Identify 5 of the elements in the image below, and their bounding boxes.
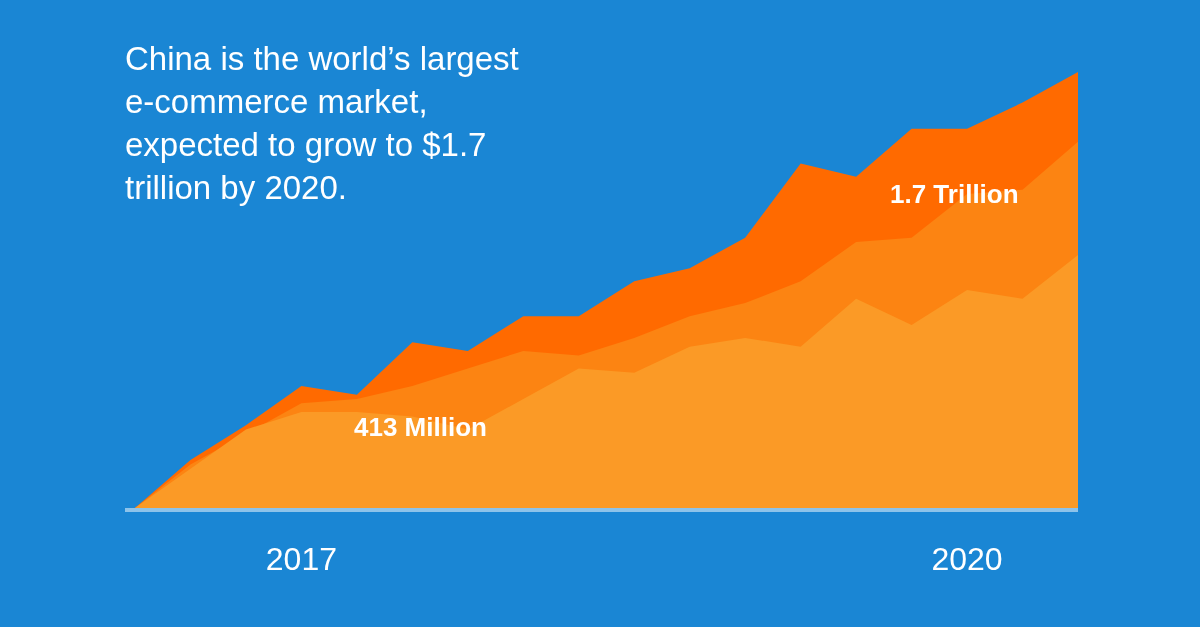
text: China is the world’s largest e-commerce market, expected to grow to $1.7 trillion by 2020. <box>125 40 519 206</box>
x-tick-label: 2020 <box>931 541 1003 578</box>
annotation: 413 Million <box>354 412 487 442</box>
annotation: 1.7 Trillion <box>890 179 1019 209</box>
x-tick-label: 2017 <box>265 541 337 578</box>
